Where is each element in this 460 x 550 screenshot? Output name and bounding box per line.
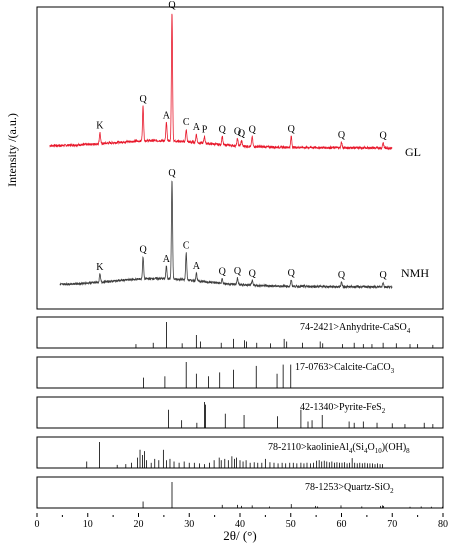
x-tick-label: 80 — [438, 519, 448, 530]
peak-label: Q — [168, 168, 176, 179]
peak-label: Q — [338, 130, 346, 141]
x-tick-label: 30 — [184, 519, 194, 530]
x-tick-label: 70 — [387, 519, 397, 530]
peak-label: Q — [234, 127, 242, 138]
peak-label: Q — [288, 124, 296, 135]
series-label: NMH — [401, 266, 429, 280]
peak-label: Q — [288, 268, 296, 279]
peak-label: Q — [249, 269, 257, 280]
reference-panel-frame — [36, 476, 444, 509]
peak-label: Q — [249, 125, 257, 136]
x-axis: 0 10 20 30 40 50 60 70 80 — [35, 513, 448, 530]
x-tick-label: 10 — [83, 519, 93, 530]
peak-label: Q — [238, 128, 246, 139]
reference-label: 78-1253>Quartz-SiO2 — [305, 482, 394, 495]
reference-panel: 78-2110>kaolinieAl4(Si4O10)(OH)8 — [36, 436, 444, 469]
reference-panel-frame — [36, 316, 444, 349]
reference-label: 74-2421>Anhydrite-CaSO4 — [300, 322, 411, 335]
peak-label: K — [96, 121, 104, 132]
x-tick-label: 60 — [337, 519, 347, 530]
peak-label: Q — [139, 94, 147, 105]
peak-label: Q — [338, 270, 346, 281]
series-label: GL — [405, 145, 421, 159]
reference-panel-frame — [36, 396, 444, 429]
reference-label: 78-2110>kaolinieAl4(Si4O10)(OH)8 — [268, 442, 410, 455]
reference-label: 42-1340>Pyrite-FeS2 — [300, 402, 386, 415]
peak-label: Q — [219, 267, 227, 278]
peak-label: Q — [168, 0, 176, 11]
x-tick-label: 0 — [35, 519, 40, 530]
peak-label: P — [202, 124, 208, 135]
peak-label: A — [163, 111, 171, 122]
reference-label: 17-0763>Calcite-CaCO3 — [295, 362, 395, 375]
peak-label: Q — [379, 270, 387, 281]
y-axis-label: Intensity /(a.u.) — [5, 113, 19, 187]
peak-label: Q — [219, 124, 227, 135]
peak-label: Q — [139, 245, 147, 256]
reference-panel: 78-1253>Quartz-SiO2 — [36, 476, 444, 509]
reference-panel-frame — [36, 356, 444, 389]
reference-patterns: 74-2421>Anhydrite-CaSO4 17-0763>Calcite-C… — [36, 316, 444, 509]
peak-label: C — [183, 241, 190, 252]
main-plot-frame — [36, 6, 444, 310]
reference-panel: 42-1340>Pyrite-FeS2 — [36, 396, 444, 429]
peak-label: A — [193, 122, 201, 133]
reference-panel: 74-2421>Anhydrite-CaSO4 — [36, 316, 444, 349]
reference-panel: 17-0763>Calcite-CaCO3 — [36, 356, 444, 389]
peak-label: Q — [379, 130, 387, 141]
x-tick-label: 50 — [286, 519, 296, 530]
peak-label: A — [193, 261, 201, 272]
x-axis-label: 2θ/ (°) — [223, 528, 256, 543]
peak-label: A — [163, 254, 171, 265]
peak-label: C — [183, 117, 190, 128]
x-tick-label: 20 — [134, 519, 144, 530]
peak-label: K — [96, 262, 104, 273]
trace-nmh — [59, 180, 393, 290]
x-tick-label: 40 — [235, 519, 245, 530]
peak-label: Q — [234, 266, 242, 277]
trace-gl — [49, 13, 393, 151]
